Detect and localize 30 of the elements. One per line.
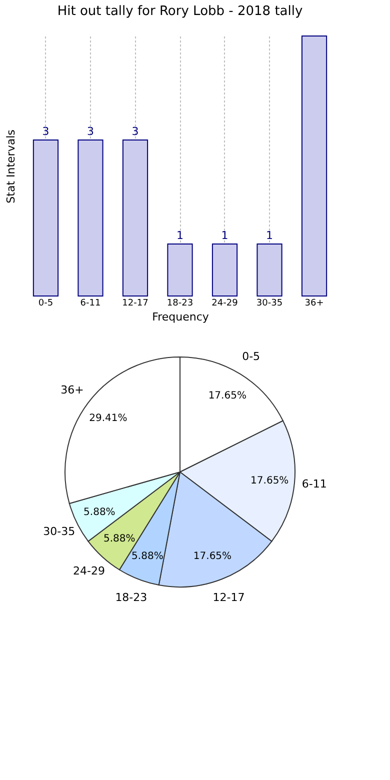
slice-label: 12-17: [212, 590, 245, 604]
data-label: 1: [176, 229, 184, 242]
y-axis-title: Stat Intervals: [4, 129, 18, 204]
data-label: 5.88%: [84, 507, 116, 518]
x-tick-label: 24-29: [212, 298, 238, 308]
slice-label: 0-5: [242, 350, 260, 364]
chart-title: Hit out tally for Rory Lobb - 2018 tally: [57, 4, 303, 19]
data-label: 3: [42, 125, 50, 138]
x-tick-label: 0-5: [38, 298, 54, 308]
slice-label: 30-35: [43, 525, 76, 538]
x-tick-label: 18-23: [166, 298, 194, 308]
x-tick-label: 30-35: [256, 298, 283, 308]
data-label: 5.88%: [132, 550, 164, 562]
x-tick-label: 12-17: [122, 298, 148, 308]
x-tick-label: 6-11: [80, 298, 101, 308]
data-label: 17.65%: [250, 475, 289, 486]
data-label: 3: [132, 125, 139, 138]
slice-label: 24-29: [73, 564, 105, 578]
slice-label: 6-11: [302, 477, 327, 490]
slice-label: 36+: [60, 384, 84, 397]
data-label: 3: [86, 125, 94, 138]
data-label: 29.41%: [89, 412, 128, 424]
data-label: 1: [221, 229, 228, 242]
x-tick-label: 36+: [304, 298, 324, 308]
x-axis-title: Frequency: [152, 310, 210, 324]
data-label: 5.88%: [103, 533, 136, 544]
data-label: 17.65%: [193, 550, 232, 562]
data-label: 17.65%: [208, 390, 246, 402]
slice-label: 18-23: [115, 590, 148, 604]
data-label: 1: [266, 229, 274, 242]
